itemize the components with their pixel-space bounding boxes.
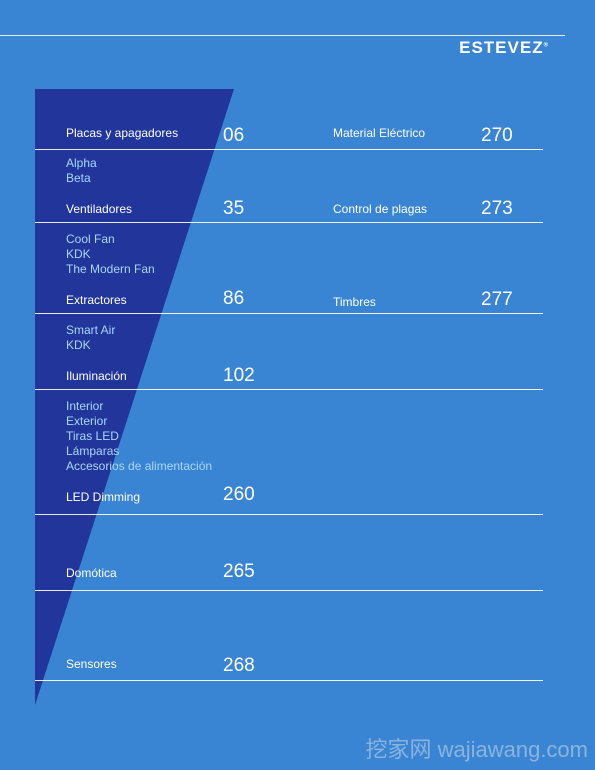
- toc-page-placas: 06: [223, 125, 245, 146]
- sublink-modern-fan[interactable]: The Modern Fan: [66, 262, 155, 276]
- toc-title-led-dimming[interactable]: LED Dimming: [66, 490, 141, 504]
- toc-page-material-electrico: 270: [481, 125, 513, 146]
- toc-page-led-dimming: 260: [223, 484, 255, 505]
- sublink-alpha[interactable]: Alpha: [66, 156, 97, 170]
- divider: [35, 590, 543, 591]
- watermark: 挖家网 wajiawang.com: [365, 737, 588, 762]
- toc-title-control-plagas[interactable]: Control de plagas: [333, 202, 428, 216]
- toc-title-material-electrico[interactable]: Material Eléctrico: [333, 126, 426, 140]
- toc-page-timbres: 277: [481, 289, 513, 310]
- divider: [35, 149, 543, 150]
- sublink-interior[interactable]: Interior: [66, 399, 104, 413]
- toc-page-extractores: 86: [223, 288, 245, 309]
- divider: [35, 680, 543, 681]
- toc-page-sensores: 268: [223, 655, 255, 676]
- toc-page-domotica: 265: [223, 561, 255, 582]
- toc-title-sensores[interactable]: Sensores: [66, 657, 117, 671]
- top-rule: [0, 35, 565, 36]
- toc-page-iluminacion: 102: [223, 365, 255, 386]
- sublink-kdk[interactable]: KDK: [66, 247, 91, 261]
- divider: [35, 222, 543, 223]
- toc-title-extractores[interactable]: Extractores: [66, 293, 127, 307]
- toc-title-iluminacion[interactable]: Iluminación: [66, 369, 127, 383]
- toc-page-ventiladores: 35: [223, 198, 245, 219]
- sublink-lamparas[interactable]: Lámparas: [66, 444, 120, 458]
- sublink-tiras-led[interactable]: Tiras LED: [66, 429, 119, 443]
- toc-page-control-plagas: 273: [481, 198, 513, 219]
- sublink-smart-air[interactable]: Smart Air: [66, 323, 116, 337]
- divider: [35, 514, 543, 515]
- divider: [35, 313, 543, 314]
- sublink-kdk[interactable]: KDK: [66, 338, 91, 352]
- sublink-exterior[interactable]: Exterior: [66, 414, 108, 428]
- sublink-beta[interactable]: Beta: [66, 171, 91, 185]
- toc-title-placas[interactable]: Placas y apagadores: [66, 126, 179, 140]
- toc-title-timbres[interactable]: Timbres: [333, 295, 376, 309]
- divider: [35, 389, 543, 390]
- sublink-cool-fan[interactable]: Cool Fan: [66, 232, 115, 246]
- estevez-logo: ESTEVEZ®: [459, 38, 549, 57]
- sublink-accesorios[interactable]: Accesorios de alimentación: [66, 459, 213, 473]
- toc-title-ventiladores[interactable]: Ventiladores: [66, 202, 133, 216]
- toc-title-domotica[interactable]: Domótica: [66, 566, 117, 580]
